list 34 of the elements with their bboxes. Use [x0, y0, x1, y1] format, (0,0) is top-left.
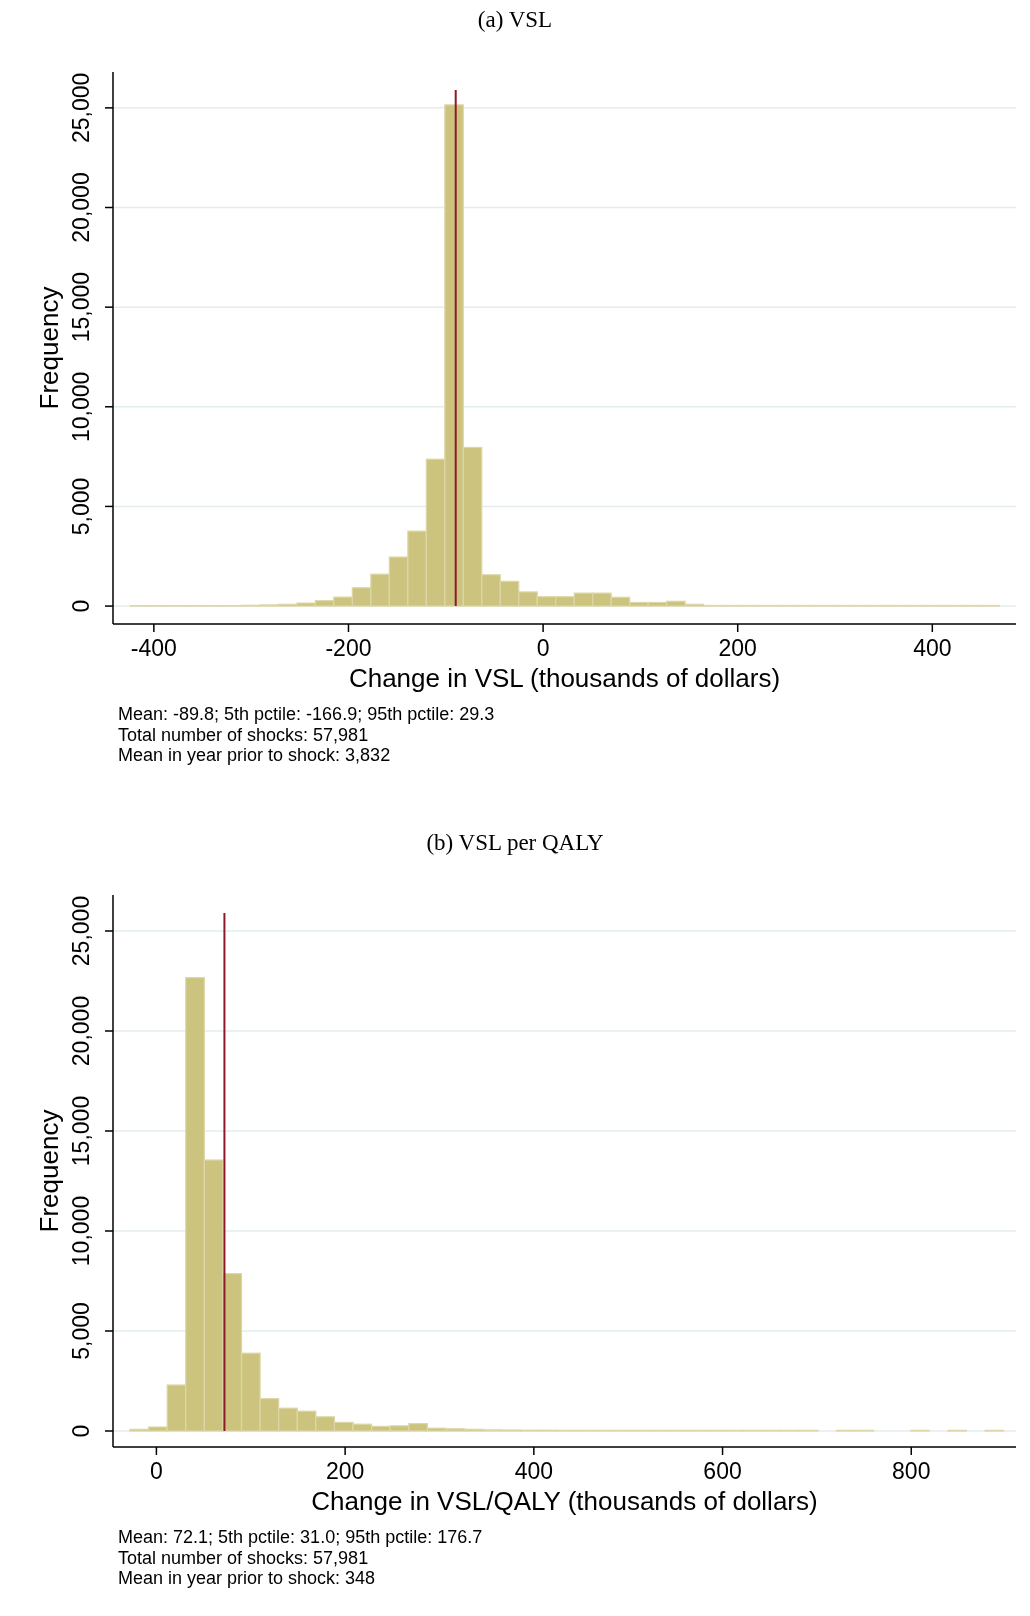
y-tick-label: 15,000: [68, 271, 94, 343]
y-tick-label: 25,000: [68, 72, 94, 144]
y-tick-label: 20,000: [68, 995, 94, 1067]
x-tick-label: -200: [325, 635, 372, 661]
text: Mean in year prior to shock: 3,832: [118, 745, 391, 765]
y-tick-label: 10,000: [68, 1195, 94, 1267]
x-tick-label: -400: [130, 635, 177, 661]
y-axis-title: Frequency: [34, 1109, 64, 1233]
x-tick-label: 0: [536, 635, 550, 661]
x-tick-label: 600: [703, 1458, 742, 1484]
text: Total number of shocks: 57,981: [118, 1547, 369, 1568]
text: Mean: -89.8; 5th pctile: -166.9; 95th pctile: 29.3: [118, 704, 495, 724]
x-tick-label: 400: [514, 1458, 554, 1484]
x-tick-label: 200: [718, 635, 757, 661]
text: Mean: 72.1; 5th pctile: 31.0; 95th pctile: 176.7: [118, 1527, 483, 1547]
chart-title: (b) VSL per QALY: [426, 830, 604, 855]
y-tick-label: 5,000: [68, 477, 94, 536]
y-tick-label: 0: [68, 599, 94, 613]
y-tick-label: 25,000: [68, 895, 94, 967]
y-tick-label: 10,000: [68, 371, 94, 442]
x-tick-label: 200: [325, 1458, 365, 1484]
y-tick-label: 15,000: [68, 1095, 94, 1167]
y-tick-label: 5,000: [68, 1302, 94, 1360]
x-axis-title: Change in VSL/QALY (thousands of dollars): [311, 1486, 818, 1516]
x-tick-label: 400: [913, 635, 952, 661]
x-tick-label: 0: [150, 1458, 163, 1484]
text: Mean in year prior to shock: 348: [118, 1568, 376, 1588]
y-tick-label: 0: [68, 1424, 94, 1438]
y-axis-title: Frequency: [34, 286, 64, 410]
x-axis-title: Change in VSL (thousands of dollars): [348, 663, 781, 693]
text: Total number of shocks: 57,981: [118, 724, 369, 745]
y-tick-label: 20,000: [68, 172, 94, 243]
chart-title: (a) VSL: [477, 7, 553, 32]
x-tick-label: 800: [892, 1458, 931, 1484]
